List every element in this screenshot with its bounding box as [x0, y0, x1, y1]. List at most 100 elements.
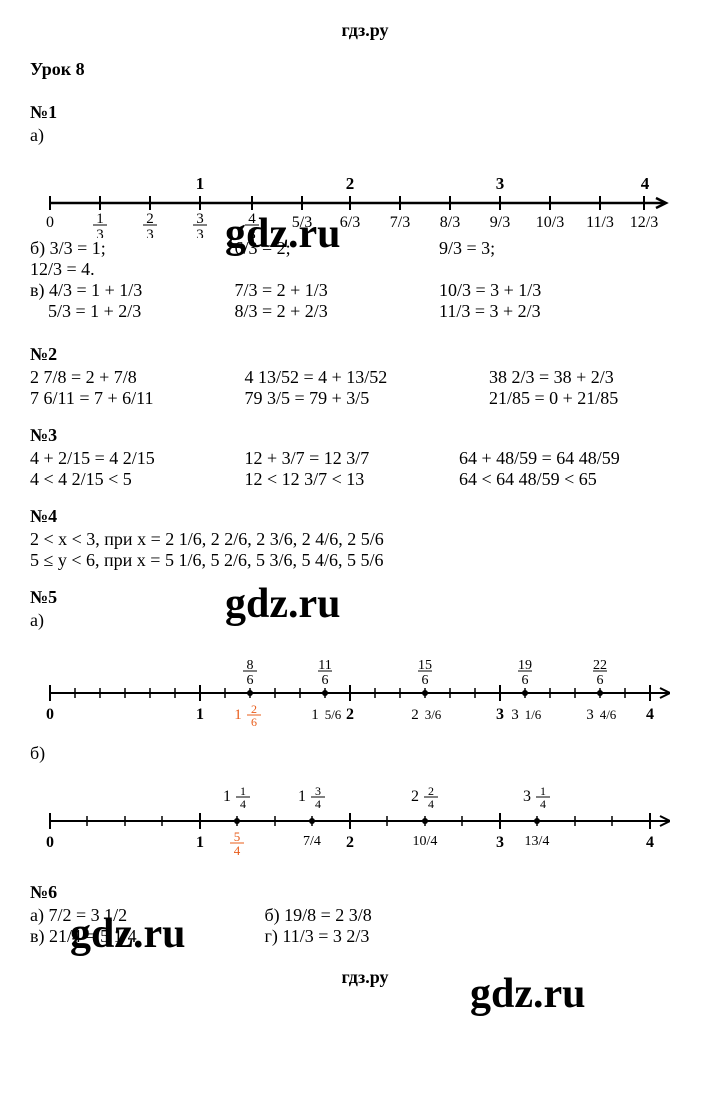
svg-text:3: 3 [96, 227, 104, 238]
svg-text:2: 2 [346, 834, 354, 851]
p5-numberline-b: 01234114541347/422410/431413/4 [30, 766, 670, 866]
p1-row-v2: 5/3 = 1 + 2/3 8/3 = 2 + 2/3 11/3 = 3 + 2… [30, 301, 700, 322]
p1-b-2: 9/3 = 3; [439, 238, 599, 259]
p1-v2-1: 8/3 = 2 + 2/3 [235, 301, 435, 322]
svg-text:4: 4 [646, 834, 654, 851]
p6-r2-0: в) 21/4 = 5 1/4 [30, 926, 260, 947]
svg-text:0: 0 [46, 834, 54, 851]
svg-text:1: 1 [196, 834, 204, 851]
svg-text:12/3: 12/3 [630, 214, 658, 231]
p5-numberline-a: 012348612611615/615623/619631/622634/6 [30, 633, 670, 733]
p1-v1-0: в) 4/3 = 1 + 1/3 [30, 280, 230, 301]
p3-r2-1: 12 < 12 3/7 < 13 [245, 469, 455, 490]
svg-text:0: 0 [46, 214, 54, 231]
p1-numberline: 12340132333435/36/37/38/39/310/311/312/3 [30, 148, 670, 238]
site-header: гдз.ру [30, 20, 700, 41]
svg-text:1: 1 [196, 174, 205, 193]
svg-text:6: 6 [422, 673, 429, 688]
p3-r2-0: 4 < 4 2/15 < 5 [30, 469, 240, 490]
p3-r1-0: 4 + 2/15 = 4 2/15 [30, 448, 240, 469]
svg-text:1/6: 1/6 [525, 707, 542, 722]
p1-b-1: 6/3 = 2; [235, 238, 435, 259]
p3-r1-1: 12 + 3/7 = 12 3/7 [245, 448, 455, 469]
svg-text:2: 2 [251, 702, 257, 716]
p6-row2: в) 21/4 = 5 1/4 г) 11/3 = 3 2/3 [30, 926, 700, 947]
p6-r1-0: а) 7/2 = 3 1/2 [30, 905, 260, 926]
p1-v2-2: 11/3 = 3 + 2/3 [439, 301, 599, 322]
p1-row-b: б) 3/3 = 1; 6/3 = 2; 9/3 = 3; 12/3 = 4. [30, 238, 700, 280]
svg-text:3/6: 3/6 [425, 707, 442, 722]
svg-text:1: 1 [196, 706, 204, 723]
svg-text:3: 3 [496, 834, 504, 851]
svg-text:4: 4 [428, 797, 434, 811]
svg-text:1: 1 [298, 788, 306, 805]
svg-text:1: 1 [223, 788, 231, 805]
p2-r2-0: 7 6/11 = 7 + 6/11 [30, 388, 240, 409]
svg-text:7/4: 7/4 [303, 834, 321, 849]
p1-row-v1: в) 4/3 = 1 + 1/3 7/3 = 2 + 1/3 10/3 = 3 … [30, 280, 700, 301]
p6-row1: а) 7/2 = 3 1/2 б) 19/8 = 2 3/8 [30, 905, 700, 926]
p2-r1-2: 38 2/3 = 38 + 2/3 [489, 367, 689, 388]
p3-row2: 4 < 4 2/15 < 5 12 < 12 3/7 < 13 64 < 64 … [30, 469, 700, 490]
p6-r2-1: г) 11/3 = 3 2/3 [265, 926, 495, 947]
svg-text:6: 6 [247, 673, 254, 688]
svg-text:2: 2 [428, 784, 434, 798]
svg-text:6/3: 6/3 [340, 214, 360, 231]
svg-text:3: 3 [511, 707, 519, 723]
svg-text:7/3: 7/3 [390, 214, 410, 231]
p5-b-label: б) [30, 743, 700, 764]
p1-a-label: а) [30, 125, 700, 146]
svg-text:10/4: 10/4 [413, 834, 438, 849]
svg-text:4: 4 [234, 843, 241, 858]
p1-heading: №1 [30, 102, 700, 123]
site-footer: гдз.ру [30, 967, 700, 988]
svg-text:3: 3 [315, 784, 321, 798]
p4-line1: 2 < x < 3, при x = 2 1/6, 2 2/6, 2 3/6, … [30, 529, 700, 550]
svg-text:2: 2 [411, 788, 419, 805]
svg-text:4/6: 4/6 [600, 707, 617, 722]
svg-text:6: 6 [597, 673, 604, 688]
p5-heading: №5 [30, 587, 700, 608]
p4-line2: 5 ≤ y < 6, при x = 5 1/6, 5 2/6, 5 3/6, … [30, 550, 700, 571]
p1-v2-0: 5/3 = 1 + 2/3 [30, 301, 230, 322]
p1-v1-2: 10/3 = 3 + 1/3 [439, 280, 599, 301]
svg-text:2: 2 [346, 174, 355, 193]
p1-b-0: б) 3/3 = 1; [30, 238, 230, 259]
svg-text:5/3: 5/3 [292, 214, 312, 231]
p2-row1: 2 7/8 = 2 + 7/8 4 13/52 = 4 + 13/52 38 2… [30, 367, 700, 388]
p2-heading: №2 [30, 344, 700, 365]
svg-text:9/3: 9/3 [490, 214, 510, 231]
svg-text:5/6: 5/6 [325, 707, 342, 722]
p5-a-label: а) [30, 610, 700, 631]
svg-text:5: 5 [234, 829, 241, 844]
svg-text:1: 1 [234, 707, 242, 723]
svg-text:6: 6 [251, 715, 257, 729]
svg-text:10/3: 10/3 [536, 214, 564, 231]
p2-r1-0: 2 7/8 = 2 + 7/8 [30, 367, 240, 388]
svg-text:4: 4 [641, 174, 650, 193]
svg-text:2: 2 [346, 706, 354, 723]
svg-text:3: 3 [248, 227, 256, 238]
svg-text:8/3: 8/3 [440, 214, 460, 231]
p3-r2-2: 64 < 64 48/59 < 65 [459, 469, 689, 490]
p3-heading: №3 [30, 425, 700, 446]
p6-r1-1: б) 19/8 = 2 3/8 [265, 905, 495, 926]
p3-row1: 4 + 2/15 = 4 2/15 12 + 3/7 = 12 3/7 64 +… [30, 448, 700, 469]
svg-text:6: 6 [322, 673, 329, 688]
p2-row2: 7 6/11 = 7 + 6/11 79 3/5 = 79 + 3/5 21/8… [30, 388, 700, 409]
svg-text:13/4: 13/4 [525, 834, 550, 849]
svg-text:3: 3 [496, 174, 505, 193]
svg-text:0: 0 [46, 706, 54, 723]
svg-text:4: 4 [240, 797, 246, 811]
svg-text:4: 4 [540, 797, 546, 811]
p6-heading: №6 [30, 882, 700, 903]
svg-text:6: 6 [522, 673, 529, 688]
lesson-title: Урок 8 [30, 59, 700, 80]
svg-text:1: 1 [240, 784, 246, 798]
p3-r1-2: 64 + 48/59 = 64 48/59 [459, 448, 689, 469]
svg-text:11/3: 11/3 [586, 214, 614, 231]
svg-text:3: 3 [523, 788, 531, 805]
svg-text:3: 3 [146, 227, 154, 238]
p2-r2-1: 79 3/5 = 79 + 3/5 [245, 388, 485, 409]
p1-b-3: 12/3 = 4. [30, 259, 140, 280]
